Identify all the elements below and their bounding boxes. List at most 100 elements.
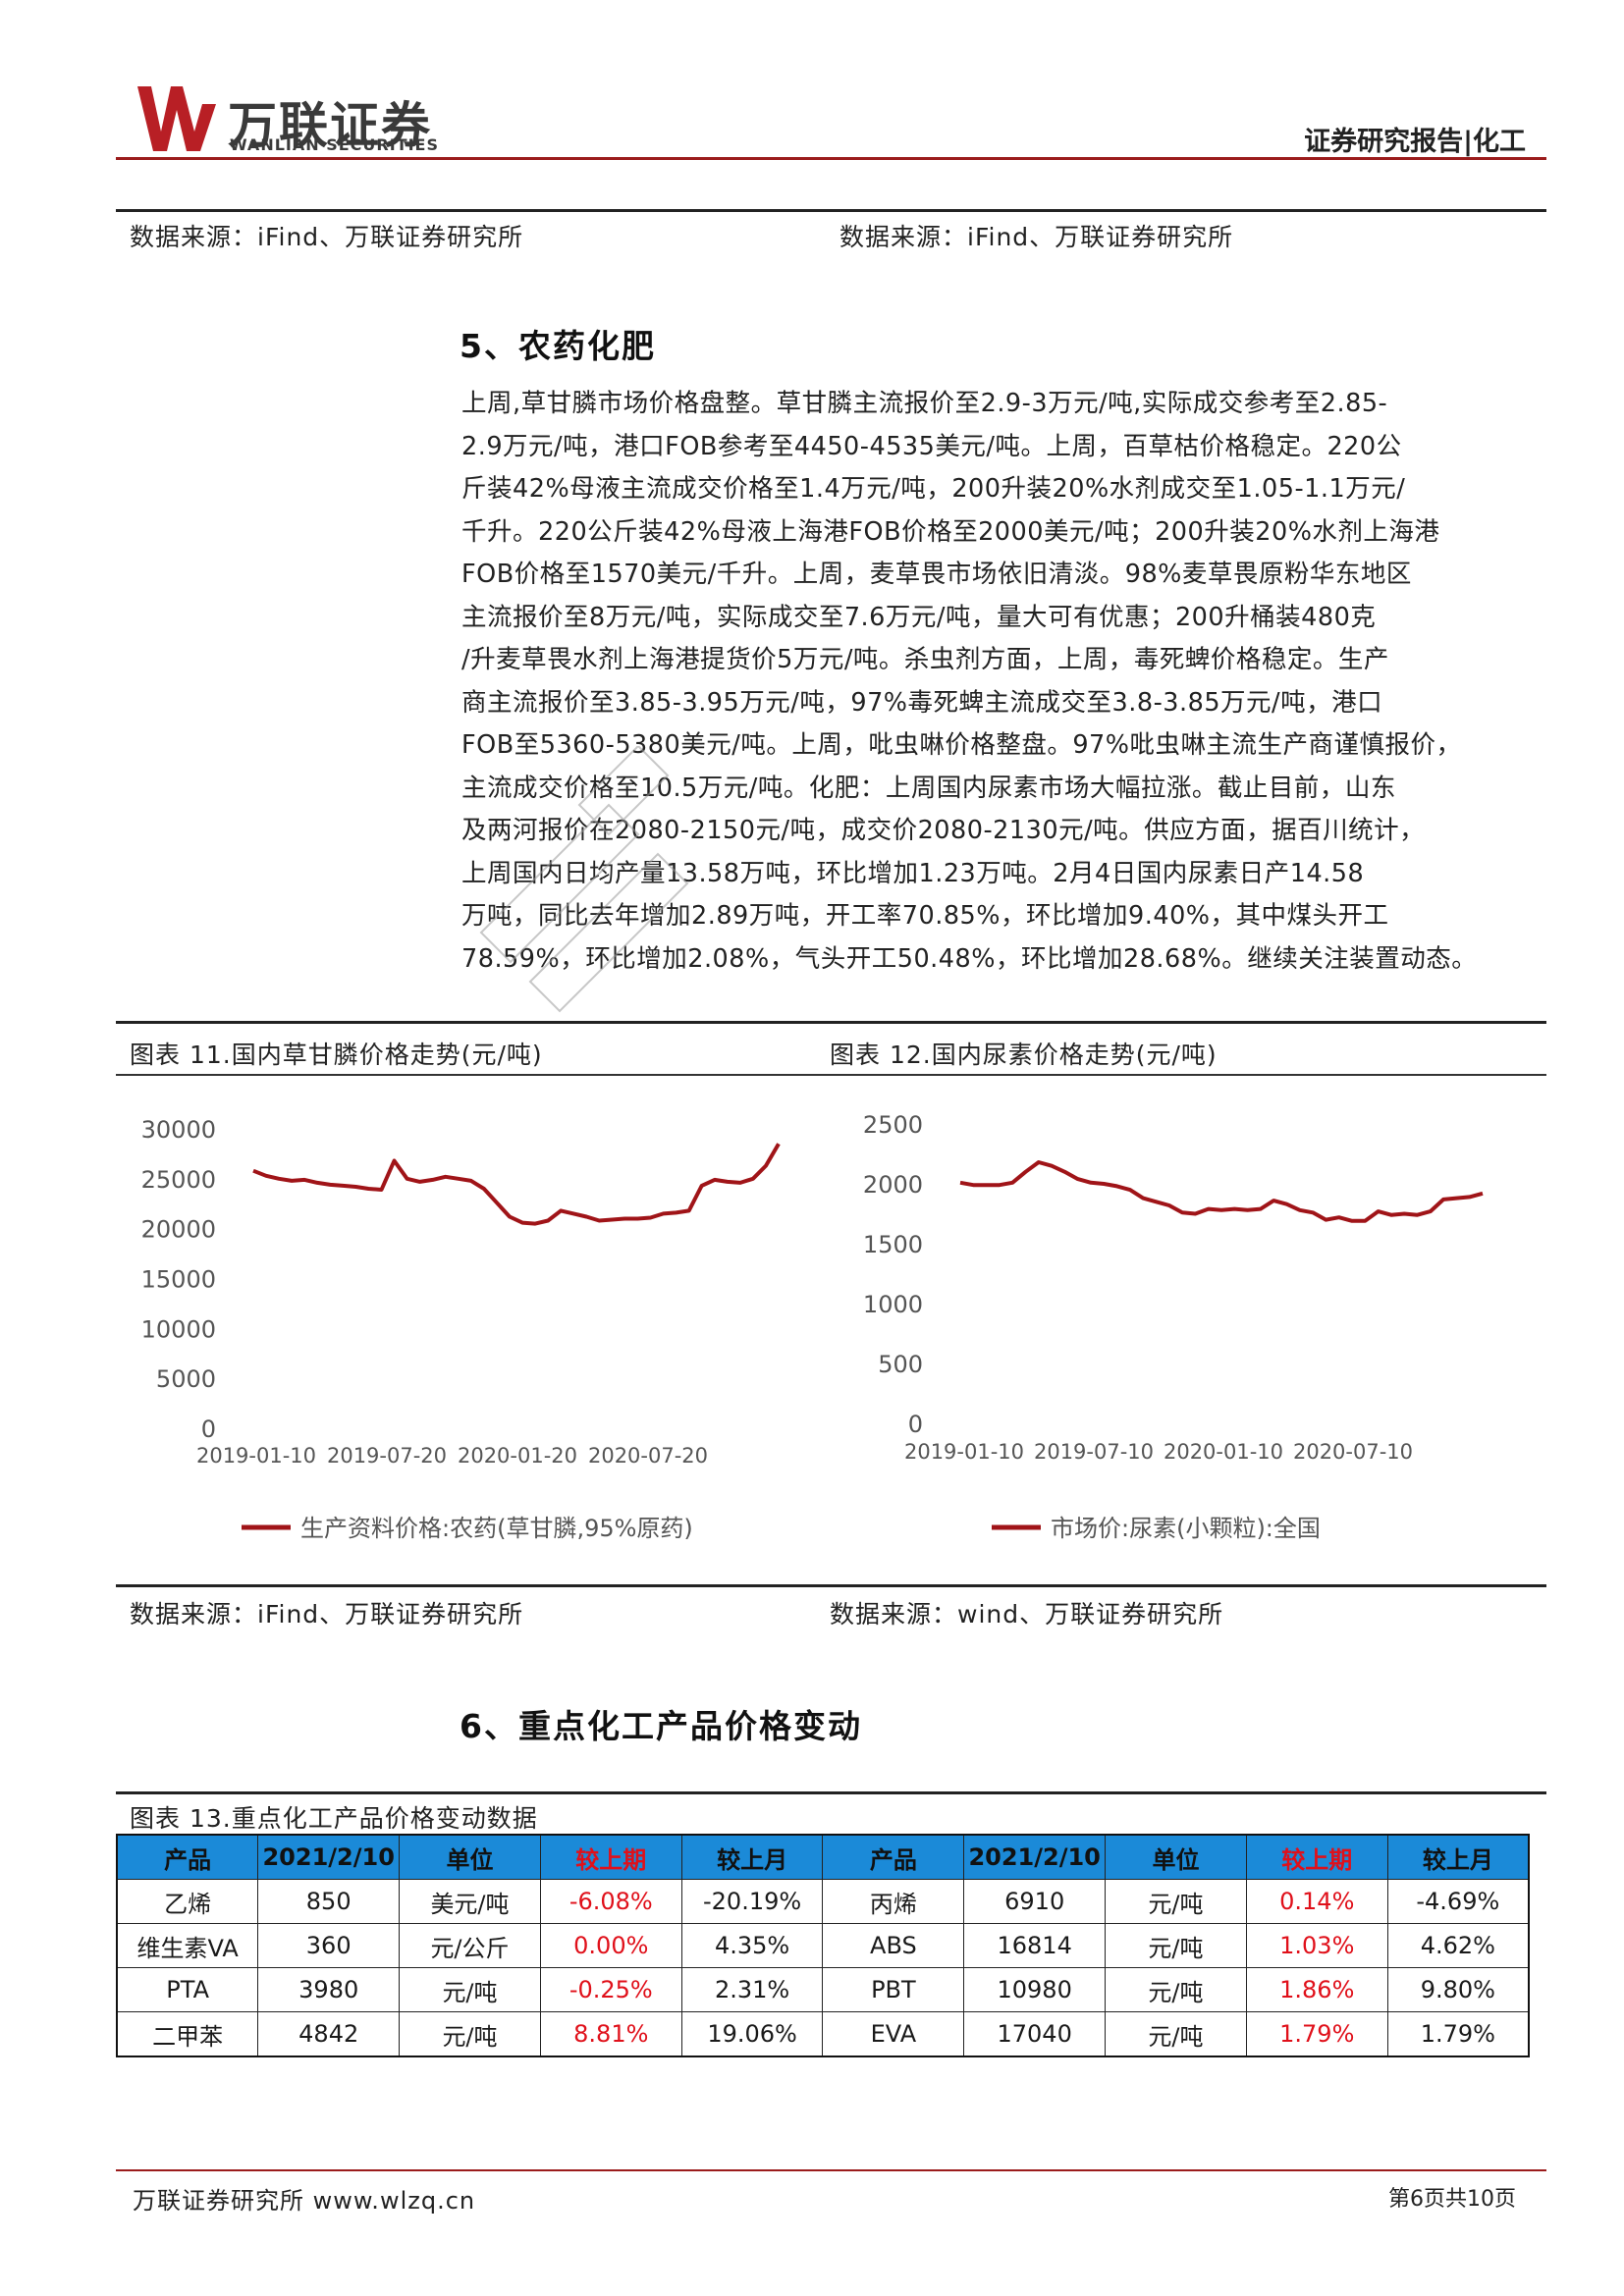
- table-row: 维生素VA 360 元/公斤 0.00% 4.35% ABS 16814 元/吨…: [116, 1923, 1530, 1968]
- col-header: 较上期: [1245, 1834, 1388, 1880]
- cell: -4.69%: [1386, 1879, 1530, 1924]
- cell: 元/吨: [399, 2011, 541, 2057]
- body-line: 商主流报价至3.85-3.95万元/吨，97%毒死蜱主流成交至3.8-3.85万…: [461, 687, 1383, 718]
- figures-bottom-rule: [116, 1584, 1546, 1587]
- y-tick-label: 10000: [141, 1315, 216, 1343]
- top-source-right: 数据来源：iFind、万联证券研究所: [839, 223, 1234, 251]
- cell: 9.80%: [1386, 1967, 1530, 2012]
- cell: 16814: [963, 1923, 1107, 1968]
- table-caption: 图表 13.重点化工产品价格变动数据: [130, 1804, 538, 1833]
- x-tick-label: 2020-07-10: [1293, 1440, 1413, 1464]
- figures-caption-rule: [116, 1074, 1546, 1076]
- cell: 二甲苯: [116, 2011, 259, 2057]
- price-change-table: 产品 2021/2/10 单位 较上期 较上月 产品 2021/2/10 单位 …: [116, 1834, 1530, 2057]
- cell: 3980: [257, 1967, 401, 2012]
- report-type: 证券研究报告|化工: [1304, 127, 1526, 157]
- logo-w-icon: [137, 86, 216, 151]
- cell: 丙烯: [822, 1879, 965, 1924]
- cell: -0.25%: [539, 1967, 682, 2012]
- table-row: PTA 3980 元/吨 -0.25% 2.31% PBT 10980 元/吨 …: [116, 1967, 1530, 2012]
- cell: -6.08%: [539, 1879, 682, 1924]
- body-line: 主流成交价格至10.5万元/吨。化肥：上周国内尿素市场大幅拉涨。截止目前，山东: [461, 773, 1396, 803]
- cell: -20.19%: [680, 1879, 824, 1924]
- cell: EVA: [822, 2011, 965, 2057]
- fig11-caption: 图表 11.国内草甘膦价格走势(元/吨): [130, 1041, 543, 1069]
- cell: ABS: [822, 1923, 965, 1968]
- watermark-stamp: [479, 746, 689, 1013]
- x-tick-label: 2020-01-10: [1164, 1440, 1283, 1464]
- col-header: 较上月: [680, 1834, 824, 1880]
- footer-rule: [116, 2169, 1546, 2171]
- body-line: 78.59%，环比增加2.08%，气头开工50.48%，环比增加28.68%。继…: [461, 943, 1478, 974]
- col-header: 单位: [1105, 1834, 1247, 1880]
- y-tick-label: 0: [201, 1415, 216, 1443]
- cell: 19.06%: [680, 2011, 824, 2057]
- fig12-source: 数据来源：wind、万联证券研究所: [830, 1600, 1224, 1629]
- chart-urea: 0 500 1000 1500 2000 2500 2019-01-10 2019-07-1…: [863, 1111, 1484, 1542]
- col-header: 较上月: [1386, 1834, 1530, 1880]
- col-header: 2021/2/10: [257, 1834, 401, 1880]
- cell: 元/吨: [1105, 1879, 1247, 1924]
- cell: PBT: [822, 1967, 965, 2012]
- cell: 0.14%: [1245, 1879, 1388, 1924]
- section-title: 5、农药化肥: [460, 327, 656, 365]
- table-row: 二甲苯 4842 元/吨 8.81% 19.06% EVA 17040 元/吨 …: [116, 2011, 1530, 2057]
- body-line: /升麦草畏水剂上海港提货价5万元/吨。杀虫剂方面，上周，毒死蜱价格稳定。生产: [461, 645, 1389, 674]
- table-header-row: 产品 2021/2/10 单位 较上期 较上月 产品 2021/2/10 单位 …: [116, 1834, 1530, 1880]
- table-row: 乙烯 850 美元/吨 -6.08% -20.19% 丙烯 6910 元/吨 0…: [116, 1879, 1530, 1924]
- x-tick-label: 2019-07-20: [327, 1444, 447, 1468]
- cell: PTA: [116, 1967, 259, 2012]
- y-tick-label: 30000: [141, 1116, 216, 1144]
- cell: 10980: [963, 1967, 1107, 2012]
- page-number: 第6页共10页: [1388, 2187, 1516, 2212]
- cell: 17040: [963, 2011, 1107, 2057]
- cell: 8.81%: [539, 2011, 682, 2057]
- y-tick-label: 500: [878, 1351, 923, 1378]
- y-tick-label: 5000: [156, 1365, 216, 1393]
- cell: 元/吨: [1105, 2011, 1247, 2057]
- x-tick-label: 2020-07-20: [588, 1444, 708, 1468]
- table-top-rule: [116, 1791, 1546, 1794]
- cell: 2.31%: [680, 1967, 824, 2012]
- x-tick-label: 2019-01-10: [904, 1440, 1024, 1464]
- logo-text-cn: 万联证券: [228, 97, 432, 154]
- cell: 6910: [963, 1879, 1107, 1924]
- fig11-source: 数据来源：iFind、万联证券研究所: [130, 1600, 524, 1629]
- x-tick-label: 2020-01-20: [458, 1444, 577, 1468]
- cell: 美元/吨: [399, 1879, 541, 1924]
- cell: 360: [257, 1923, 401, 1968]
- col-header: 产品: [822, 1834, 965, 1880]
- cell: 元/吨: [1105, 1967, 1247, 2012]
- glyphosate-price-line: [252, 1143, 781, 1226]
- body-line: 上周国内日均产量13.58万吨，环比增加1.23万吨。2月4日国内尿素日产14.…: [461, 858, 1365, 888]
- x-tick-label: 2019-07-10: [1034, 1440, 1154, 1464]
- col-header: 较上期: [539, 1834, 682, 1880]
- cell: 1.79%: [1386, 2011, 1530, 2057]
- body-line: FOB价格至1570美元/千升。上周，麦草畏市场依旧清淡。98%麦草畏原粉华东地…: [461, 560, 1412, 589]
- top-rule: [116, 209, 1546, 212]
- y-tick-label: 15000: [141, 1266, 216, 1294]
- section-title: 6、重点化工产品价格变动: [460, 1707, 862, 1745]
- cell: 维生素VA: [116, 1923, 259, 1968]
- cell: 元/吨: [1105, 1923, 1247, 1968]
- chart-glyphosate: 0 5000 10000 15000 20000 25000 30000 2019-01-1…: [141, 1116, 781, 1542]
- body-line: 万吨，同比去年增加2.89万吨，开工率70.85%，环比增加9.40%，其中煤头…: [461, 901, 1389, 931]
- cell: 4.62%: [1386, 1923, 1530, 1968]
- header-rule: [116, 157, 1546, 160]
- top-source-left: 数据来源：iFind、万联证券研究所: [130, 223, 524, 251]
- body-line: 千升。220公斤装42%母液上海港FOB价格至2000美元/吨；200升装20%…: [461, 516, 1440, 547]
- cell: 4842: [257, 2011, 401, 2057]
- cell: 1.03%: [1245, 1923, 1388, 1968]
- cell: 0.00%: [539, 1923, 682, 1968]
- y-tick-label: 25000: [141, 1166, 216, 1194]
- col-header: 2021/2/10: [963, 1834, 1107, 1880]
- y-tick-label: 0: [908, 1411, 923, 1438]
- cell: 元/吨: [399, 1967, 541, 2012]
- col-header: 单位: [399, 1834, 541, 1880]
- y-tick-label: 1500: [863, 1231, 923, 1258]
- x-tick-label: 2019-01-10: [196, 1444, 316, 1468]
- cell: 850: [257, 1879, 401, 1924]
- y-tick-label: 2500: [863, 1111, 923, 1139]
- logo-text-en: WANLIAN SECURITIES: [230, 135, 439, 154]
- cell: 1.79%: [1245, 2011, 1388, 2057]
